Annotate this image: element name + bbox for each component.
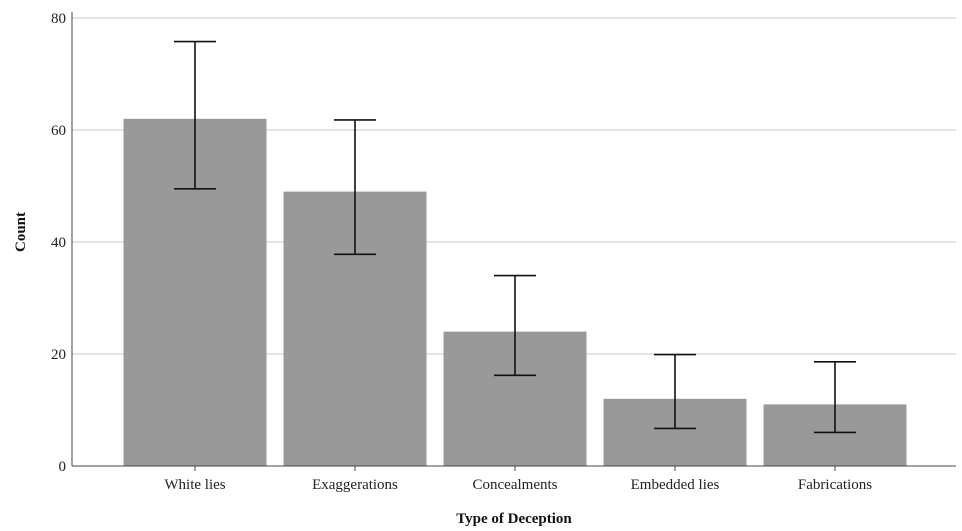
x-tick-label: Fabrications	[798, 477, 872, 493]
y-tick-label: 80	[51, 11, 66, 27]
x-axis-title: Type of Deception	[456, 511, 572, 527]
x-tick-label: White lies	[164, 477, 225, 493]
x-tick-label: Embedded lies	[631, 477, 720, 493]
y-axis-title: Count	[13, 212, 29, 252]
y-tick-label: 0	[59, 459, 67, 475]
x-tick-label: Exaggerations	[312, 477, 398, 493]
y-tick-label: 20	[51, 347, 66, 363]
error-bars	[174, 40, 856, 434]
y-tick-label: 40	[51, 235, 66, 251]
axes: 0 20 40 60 80 White lies Exaggerations Concealm…	[51, 11, 956, 493]
y-tick-label: 60	[51, 123, 66, 139]
x-tick-label: Concealments	[473, 477, 558, 493]
